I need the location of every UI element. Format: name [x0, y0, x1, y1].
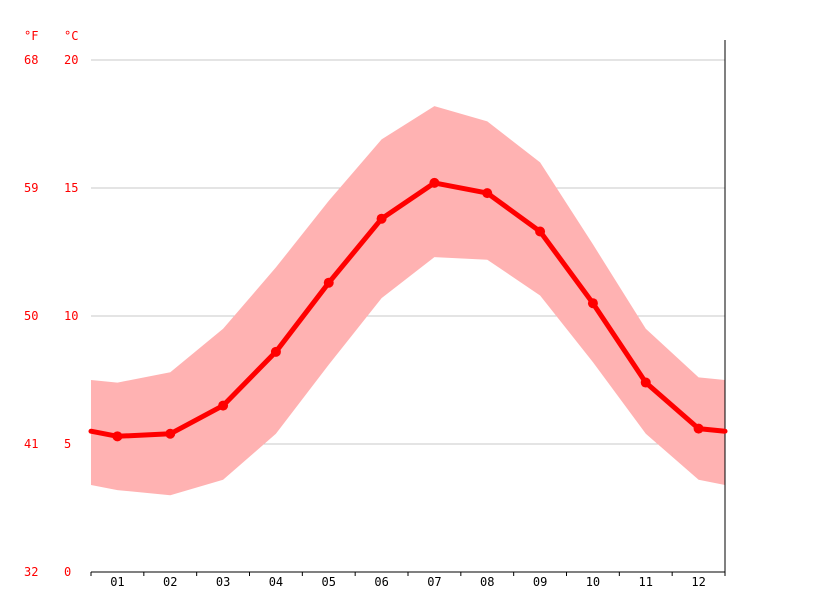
temperature-range-band — [91, 106, 725, 496]
data-point-07 — [429, 177, 440, 188]
data-point-10 — [587, 298, 598, 309]
data-points — [112, 177, 704, 442]
y-tick-label-c: 5 — [64, 437, 71, 451]
x-tick-label-05: 05 — [322, 575, 336, 589]
data-point-01 — [112, 431, 123, 442]
x-tick-label-12: 12 — [691, 575, 705, 589]
data-point-05 — [323, 277, 334, 288]
y-tick-label-c: 0 — [64, 565, 71, 579]
x-axis-ticks — [90, 572, 726, 576]
unit-label-f: °F — [24, 29, 38, 43]
y-tick-label-f: 59 — [24, 181, 38, 195]
x-tick-label-04: 04 — [269, 575, 283, 589]
data-point-11 — [640, 377, 651, 388]
x-tick-label-07: 07 — [427, 575, 441, 589]
x-tick-label-06: 06 — [374, 575, 388, 589]
x-tick-label-08: 08 — [480, 575, 494, 589]
data-point-09 — [535, 226, 546, 237]
y-tick-label-c: 15 — [64, 181, 78, 195]
y-tick-label-f: 32 — [24, 565, 38, 579]
axis-labels: °F °C 32 0 41 5 50 10 59 15 68 20 01 02 03 04 05 06 07 08… — [24, 29, 706, 589]
y-tick-label-f: 41 — [24, 437, 38, 451]
x-tick-label-01: 01 — [110, 575, 124, 589]
series-line — [88, 180, 728, 439]
x-tick-label-11: 11 — [639, 575, 653, 589]
data-point-06 — [376, 213, 387, 224]
data-point-02 — [165, 428, 176, 439]
data-point-08 — [482, 188, 493, 199]
y-tick-label-f: 50 — [24, 309, 38, 323]
data-point-04 — [270, 346, 281, 357]
x-tick-label-09: 09 — [533, 575, 547, 589]
data-point-12 — [693, 423, 704, 434]
data-point-03 — [218, 400, 229, 411]
x-tick-label-03: 03 — [216, 575, 230, 589]
x-tick-label-02: 02 — [163, 575, 177, 589]
y-tick-label-c: 20 — [64, 53, 78, 67]
unit-label-c: °C — [64, 29, 78, 43]
y-tick-label-c: 10 — [64, 309, 78, 323]
y-tick-label-f: 68 — [24, 53, 38, 67]
x-tick-label-10: 10 — [586, 575, 600, 589]
